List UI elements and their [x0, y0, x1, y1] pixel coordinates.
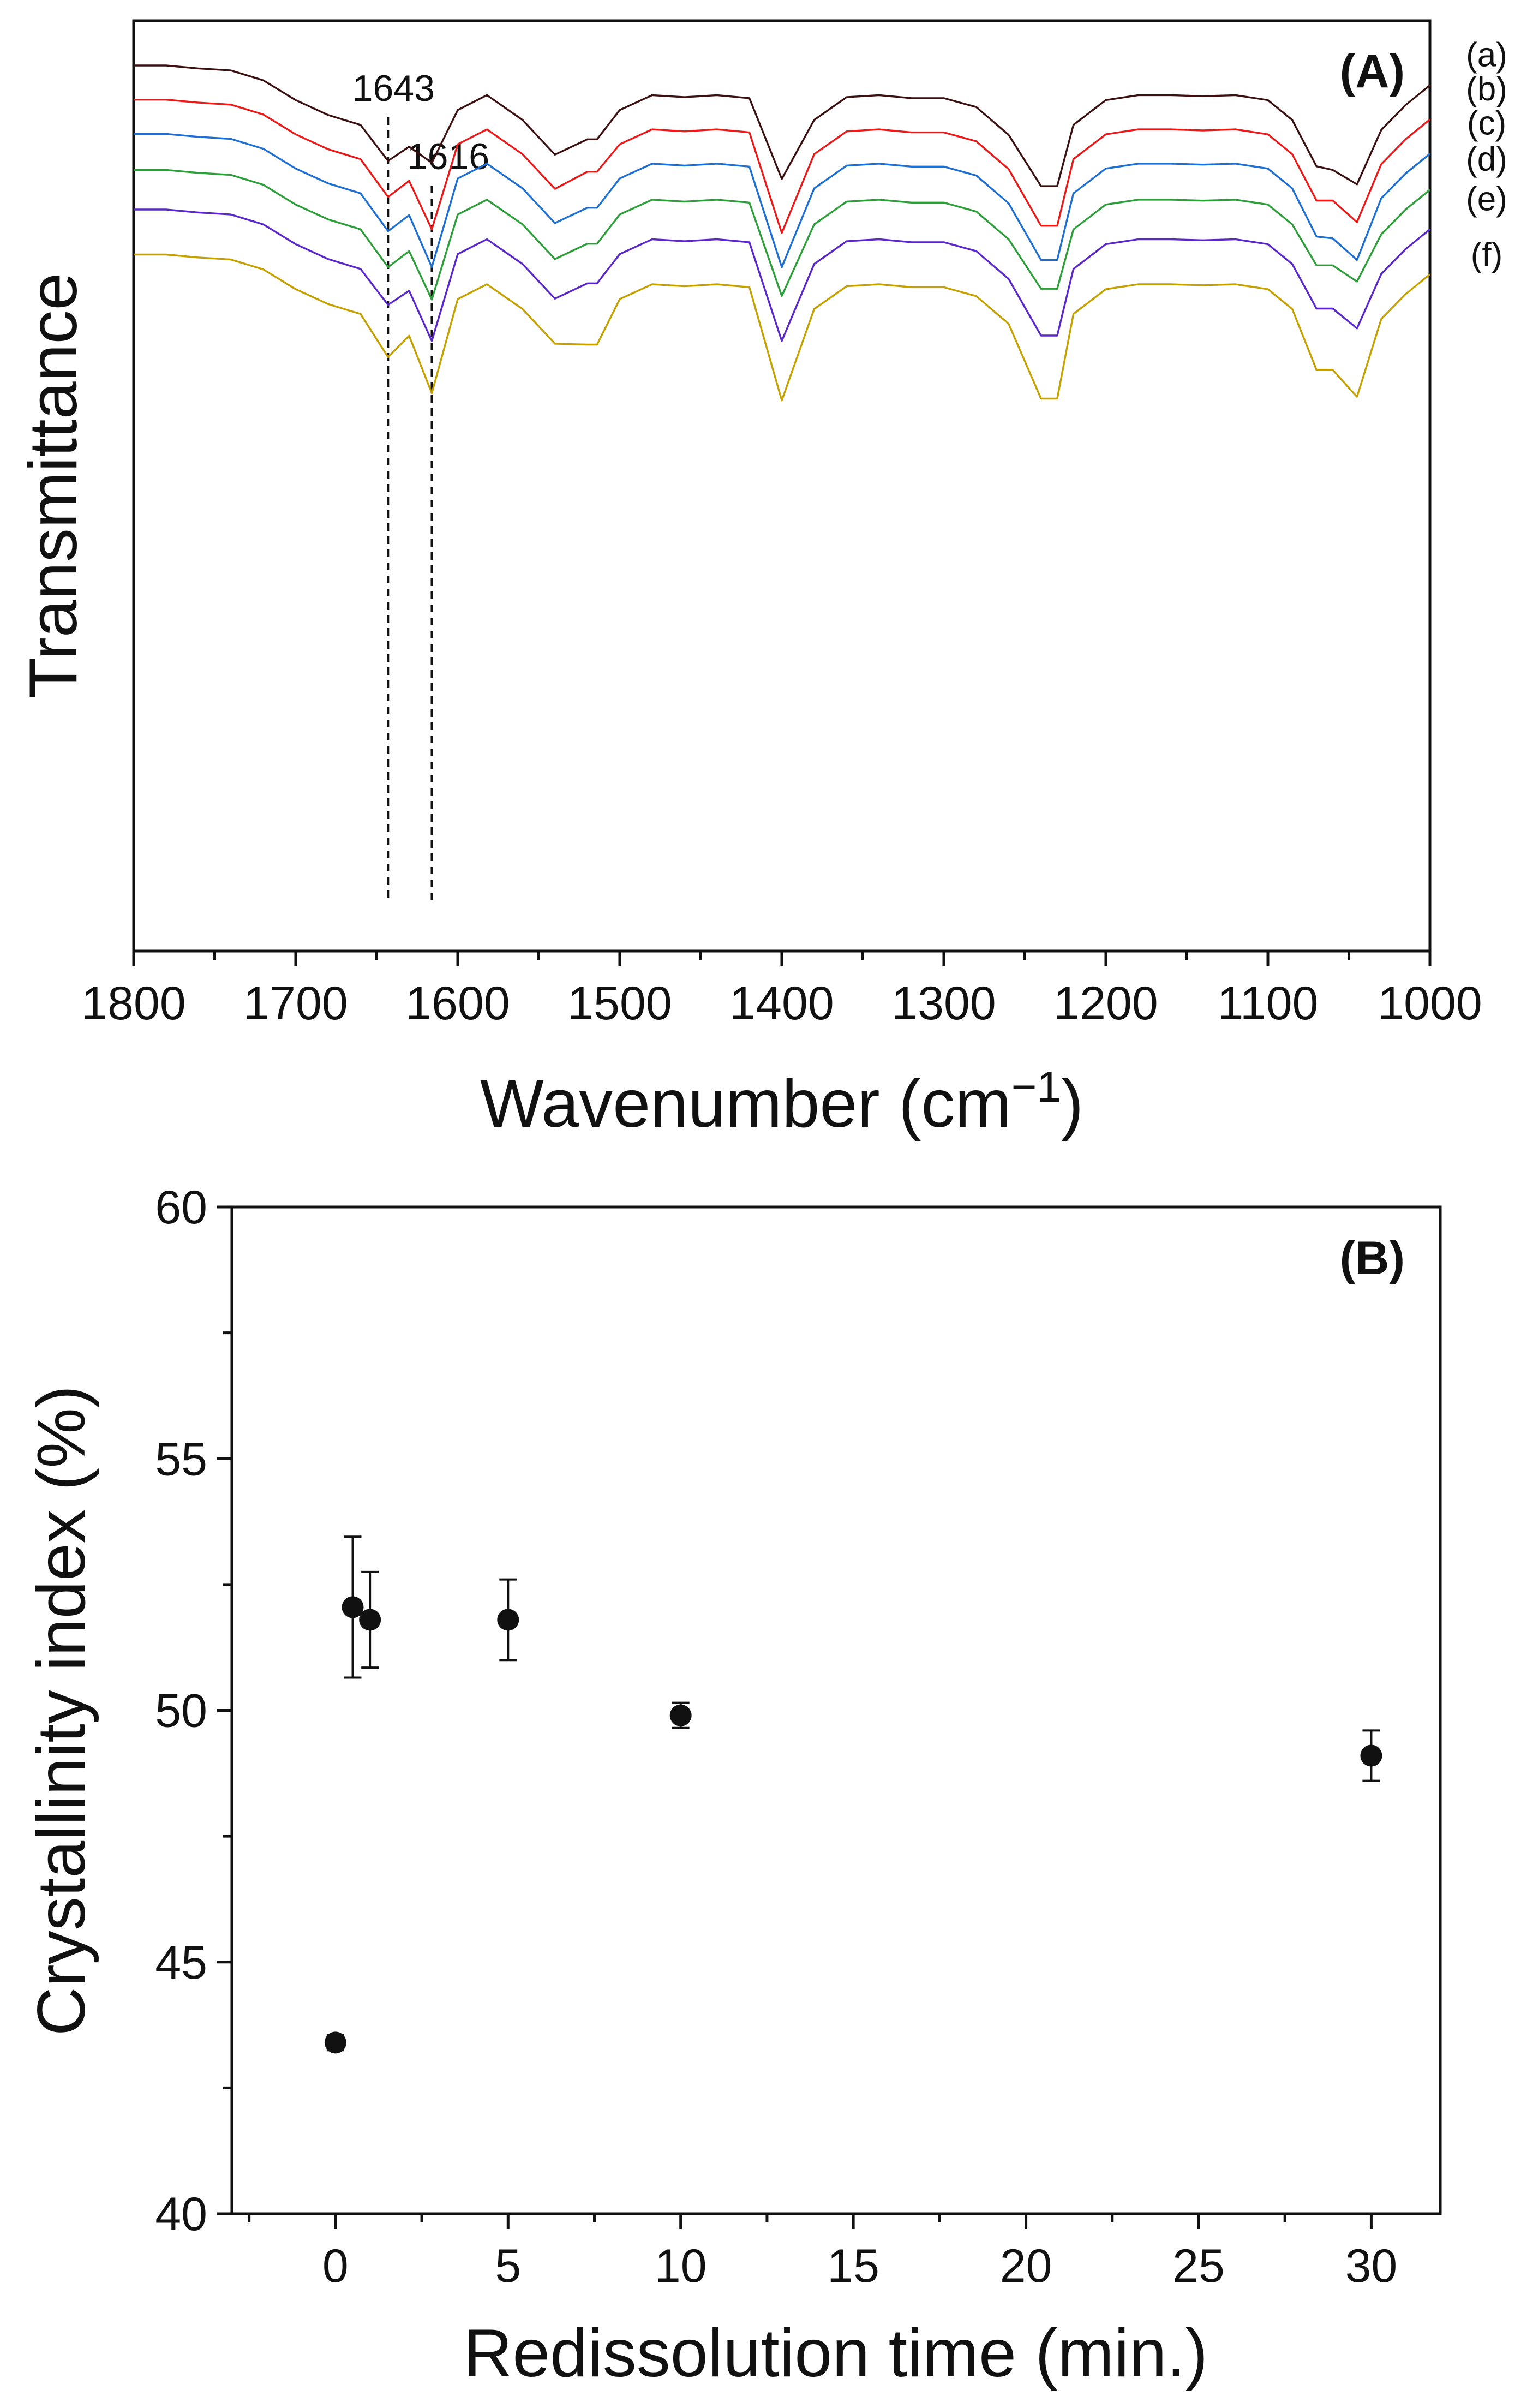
data-point-t0.5 — [342, 1535, 364, 1679]
series-label-b: (b) — [1466, 70, 1507, 108]
reference-label-1643: 1643 — [352, 68, 435, 109]
panel-a-x-tick-label: 1400 — [729, 977, 834, 1030]
panel-b-x-tick-label: 10 — [655, 2240, 707, 2292]
panel-a-x-axis-title: Wavenumber (cm−1) — [480, 1062, 1083, 1142]
scatter-marker — [1360, 1744, 1382, 1767]
spectrum-line-c — [134, 133, 1431, 268]
panel-b-x-tick-label: 30 — [1345, 2240, 1398, 2292]
panel-a-x-tick-label: 1600 — [405, 977, 510, 1030]
panel-b-plot-frame — [230, 1205, 1442, 2215]
panel-a-x-tick-label: 1100 — [1218, 977, 1319, 1030]
panel-a-x-tick-label: 1500 — [567, 977, 672, 1030]
panel-b-x-tick-label: 15 — [827, 2240, 879, 2292]
panel-a-x-tick-label: 1700 — [243, 977, 348, 1030]
reference-label-1616: 1616 — [407, 136, 489, 177]
data-point-t1 — [359, 1570, 381, 1669]
panel-b-x-tick-label: 25 — [1172, 2240, 1225, 2292]
data-point-t10 — [669, 1701, 692, 1729]
panel-b-y-axis-title: Crystallinity index (%) — [24, 1385, 99, 2036]
panel-b-y-tick-label: 45 — [155, 1937, 207, 1989]
spectrum-line-a — [134, 64, 1431, 187]
scatter-marker — [497, 1609, 519, 1631]
spectrum-line-e — [134, 208, 1431, 342]
panel-a-tag: (A) — [1340, 45, 1405, 98]
panel-b-x-tick-label: 5 — [495, 2240, 521, 2292]
panel-b-tag: (B) — [1340, 1232, 1405, 1284]
series-label-e: (e) — [1466, 180, 1507, 218]
scatter-marker — [342, 1596, 364, 1618]
panel-b-y-tick-label: 40 — [155, 2188, 207, 2240]
panel-a-x-tick-label: 1200 — [1053, 977, 1158, 1030]
panel-a-y-axis-title: Transmittance — [16, 273, 91, 699]
data-point-t0 — [324, 2031, 346, 2054]
panel-b-y-tick-label: 60 — [155, 1181, 207, 1234]
series-label-d: (d) — [1466, 141, 1507, 178]
series-label-c: (c) — [1467, 105, 1506, 142]
panel-a-spectra-chart: (A) 1643 1616 1800 1700 1600 1500 1400 1300 120… — [16, 19, 1507, 1142]
panel-a-plot-frame — [132, 19, 1432, 953]
spectrum-line-b — [134, 99, 1431, 234]
scatter-marker — [359, 1609, 381, 1631]
panel-a-x-tick-label: 1800 — [81, 977, 185, 1030]
panel-a-x-tick-label: 1000 — [1378, 977, 1482, 1030]
panel-b-x-tick-label: 20 — [1000, 2240, 1052, 2292]
panel-a-x-tick-label: 1300 — [891, 977, 996, 1030]
series-label-f: (f) — [1471, 236, 1503, 274]
panel-b-x-tick-label: 0 — [322, 2240, 349, 2292]
panel-b-y-tick-label: 50 — [155, 1685, 207, 1737]
series-label-a: (a) — [1466, 36, 1507, 74]
scatter-marker — [324, 2031, 346, 2054]
data-point-t30 — [1360, 1729, 1382, 1782]
spectrum-line-f — [134, 253, 1431, 402]
panel-b-x-axis-title: Redissolution time (min.) — [464, 2316, 1208, 2391]
data-point-t5 — [497, 1578, 519, 1662]
panel-b-y-tick-label: 55 — [155, 1433, 207, 1485]
spectrum-line-d — [134, 169, 1431, 301]
panel-b-crystallinity-chart: (B) 0 5 10 15 20 25 30 40 45 50 55 60 Redissolution… — [24, 1181, 1442, 2391]
scatter-marker — [669, 1704, 692, 1726]
